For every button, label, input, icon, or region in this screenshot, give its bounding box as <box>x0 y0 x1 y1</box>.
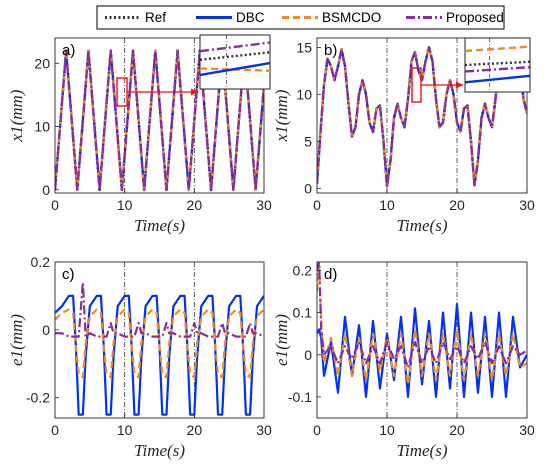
inset-series-ref <box>465 60 530 67</box>
zoom-inset <box>464 37 531 93</box>
ytick-label: 0.1 <box>293 305 313 321</box>
ytick-label: 0 <box>304 180 312 196</box>
xtick-label: 30 <box>519 422 535 438</box>
ytick-label: 20 <box>34 55 50 71</box>
xtick-label: 10 <box>117 422 133 438</box>
zoom-arrowhead <box>456 81 463 89</box>
inset-series-proposed <box>200 41 270 53</box>
ytick-label: 0.2 <box>31 254 51 270</box>
panel-label: b) <box>324 42 337 59</box>
xtick-label: 0 <box>313 422 321 438</box>
inset-series-proposed <box>465 65 530 73</box>
legend-label-dbc: DBC <box>236 10 265 25</box>
ytick-label: 0 <box>304 347 312 363</box>
zoom-inset-frame <box>199 34 271 90</box>
panel-label: d) <box>324 266 337 283</box>
legend: Ref DBC BSMCDO Proposed <box>96 5 505 30</box>
xtick-label: 20 <box>187 422 203 438</box>
xtick-label: 0 <box>51 422 59 438</box>
xtick-label: 10 <box>379 197 395 213</box>
xtick-label: 20 <box>449 197 465 213</box>
y-axis-label: x1(mm) <box>7 89 26 142</box>
xtick-label: 30 <box>256 197 272 213</box>
panel-b: 0 10 20 30 0 5 10 15 Time(s) x1(mm) b) <box>272 37 535 235</box>
x-axis-label: Time(s) <box>134 216 185 235</box>
x-axis-label: Time(s) <box>397 216 448 235</box>
legend-label-ref: Ref <box>145 10 166 25</box>
panel-label: a) <box>62 42 75 59</box>
y-axis-label: e1(mm) <box>272 314 291 366</box>
y-axis-label: x1(mm) <box>272 89 291 142</box>
xtick-label: 10 <box>117 197 133 213</box>
inset-series-dbc <box>465 74 530 84</box>
series-proposed <box>55 49 264 191</box>
ytick-label: 15 <box>296 39 312 55</box>
legend-label-bsmcdo: BSMCDO <box>322 10 381 25</box>
xtick-label: 30 <box>519 197 535 213</box>
series-group <box>317 46 527 188</box>
legend-label-proposed: Proposed <box>446 10 504 25</box>
x-axis-label: Time(s) <box>397 441 448 460</box>
xtick-label: 10 <box>379 422 395 438</box>
axes-frame <box>54 261 265 419</box>
zoom-inset <box>199 34 271 90</box>
ytick-label: -0.2 <box>26 390 50 406</box>
ytick-label: 10 <box>34 119 50 135</box>
axes-frame <box>316 37 528 194</box>
xtick-label: 30 <box>256 422 272 438</box>
series-proposed <box>55 281 264 338</box>
series-bsmcdo <box>55 308 264 379</box>
series-bsmcdo <box>317 262 527 386</box>
inset-series-dbc <box>200 61 270 77</box>
xtick-label: 20 <box>449 422 465 438</box>
ytick-label: -0.1 <box>288 389 312 405</box>
legend-box <box>96 5 505 30</box>
xtick-label: 0 <box>313 197 321 213</box>
ytick-label: 0.2 <box>293 262 313 278</box>
series-group <box>55 281 264 416</box>
panel-d: 0 10 20 30 -0.1 0 0.1 0.2 Time(s) e1(mm) d) <box>272 261 535 460</box>
series-group <box>317 262 527 399</box>
y-axis-label: e1(mm) <box>7 314 26 366</box>
xtick-label: 20 <box>187 197 203 213</box>
ytick-label: 5 <box>304 133 312 149</box>
ytick-label: 0 <box>42 182 50 198</box>
zoom-arrowhead <box>191 88 198 96</box>
axes-frame <box>54 37 265 194</box>
ytick-label: 10 <box>296 86 312 102</box>
panel-label: c) <box>62 266 75 283</box>
xtick-label: 0 <box>51 197 59 213</box>
inset-series-ref <box>200 51 270 62</box>
ytick-label: 0 <box>42 322 50 338</box>
series-group <box>55 49 264 192</box>
x-axis-label: Time(s) <box>134 441 185 460</box>
axes-frame <box>316 261 528 419</box>
